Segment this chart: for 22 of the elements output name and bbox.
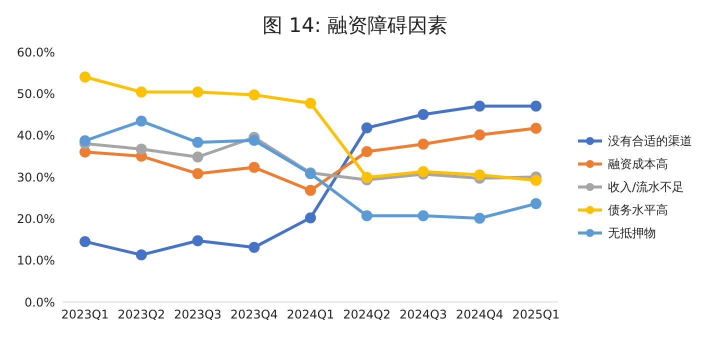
legend-label: 无抵押物 [608, 224, 656, 242]
x-tick-label: 2023Q4 [230, 308, 278, 322]
x-tick-label: 2025Q1 [512, 308, 560, 322]
legend-label: 没有合适的渠道 [608, 132, 692, 150]
x-tick-label: 2024Q1 [286, 308, 334, 322]
legend-label: 收入/流水不足 [608, 178, 684, 196]
y-tick-label: 60.0% [16, 45, 55, 60]
x-tick-label: 2024Q2 [343, 308, 391, 322]
x-tick-label: 2024Q4 [456, 308, 504, 322]
legend-label: 融资成本高 [608, 156, 668, 172]
y-tick-label: 0.0% [24, 295, 55, 310]
x-tick-label: 2023Q2 [118, 308, 166, 322]
y-tick-label: 10.0% [16, 254, 55, 268]
y-tick-label: 30.0% [16, 170, 55, 184]
y-tick-label: 50.0% [16, 86, 55, 101]
chart-title: 图 14: 融资障碍因素 [262, 12, 448, 39]
y-tick-label: 20.0% [16, 212, 55, 226]
legend-label: 债务水平高 [608, 202, 668, 218]
x-tick-label: 2023Q1 [61, 308, 109, 322]
x-tick-label: 2024Q3 [399, 308, 448, 322]
x-tick-label: 2023Q3 [174, 308, 222, 322]
y-tick-label: 40.0% [16, 128, 55, 143]
